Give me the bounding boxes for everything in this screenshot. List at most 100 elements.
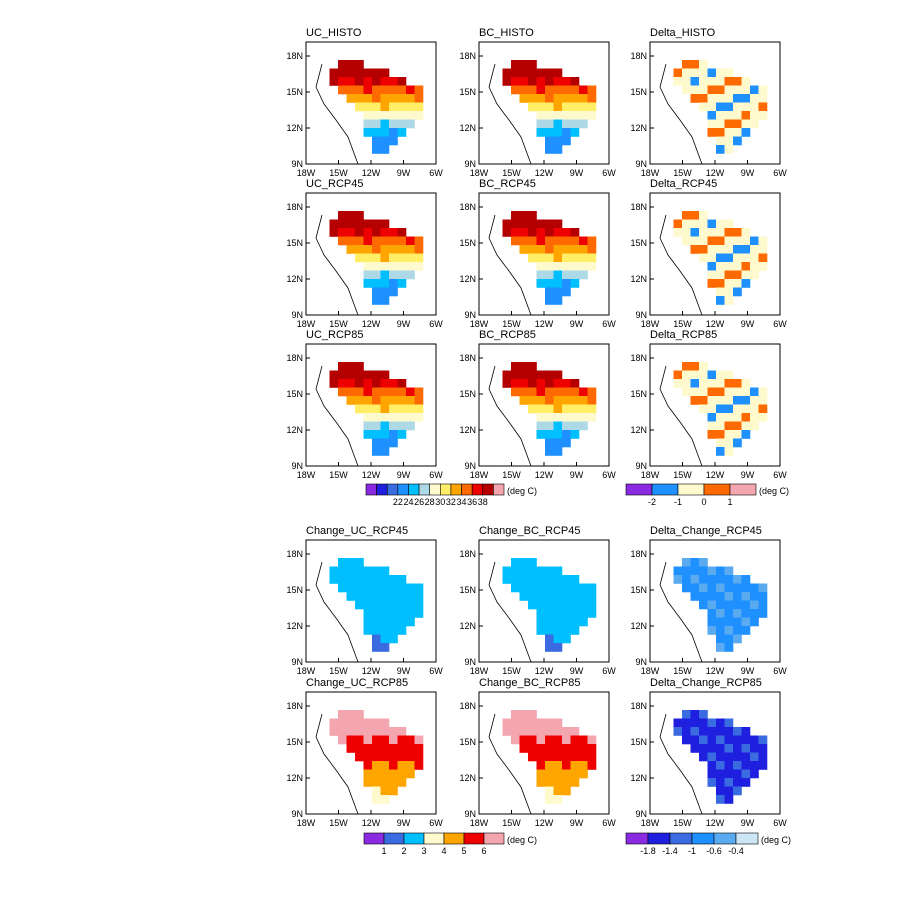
heatmap-cell [372, 421, 381, 431]
heatmap-cell [536, 752, 546, 762]
y-tick-label: 12N [459, 621, 476, 631]
heatmap-cell [724, 744, 734, 753]
heatmap-cell [545, 287, 554, 297]
heatmap-cell [363, 761, 373, 770]
heatmap-cell [716, 370, 725, 380]
heatmap-cell [758, 735, 768, 745]
heatmap-cell [389, 236, 398, 246]
heatmap-cell [389, 600, 398, 610]
heatmap-cell [724, 145, 734, 154]
heatmap-cell [519, 362, 529, 371]
heatmap-cell [406, 245, 415, 254]
colorbar-units: (deg C) [507, 486, 537, 496]
heatmap-cell [699, 379, 708, 388]
y-tick-label: 12N [630, 274, 647, 284]
heatmap-cell [372, 795, 381, 804]
heatmap-cell [338, 362, 347, 371]
x-tick-label: 9W [570, 818, 584, 828]
heatmap-cell [346, 68, 356, 78]
heatmap-cell [372, 145, 381, 154]
heatmap-cell [733, 735, 742, 745]
heatmap-cell [528, 710, 537, 719]
heatmap-cell [690, 236, 700, 246]
heatmap-cell [707, 68, 717, 78]
heatmap-cell [570, 396, 580, 405]
heatmap-cell [380, 634, 390, 644]
heatmap-cell [380, 245, 390, 254]
heatmap-cell [511, 60, 520, 69]
heatmap-cell [511, 68, 520, 78]
heatmap-cell [545, 370, 554, 380]
heatmap-cell [707, 778, 717, 787]
heatmap-cell [553, 102, 563, 112]
x-tick-label: 15W [329, 818, 348, 828]
x-tick-label: 9W [570, 168, 584, 178]
heatmap-cell [562, 752, 571, 762]
heatmap-cell [372, 609, 381, 618]
heatmap-cell [733, 634, 742, 644]
coastline [488, 561, 532, 663]
heatmap-cell [406, 735, 415, 745]
heatmap-cell [397, 228, 407, 237]
x-tick-label: 15W [673, 168, 692, 178]
heatmap-cell [545, 396, 554, 405]
heatmap-cell [372, 778, 381, 787]
colorbar-swatch [429, 483, 441, 496]
heatmap-cell [716, 145, 725, 154]
heatmap-cell [372, 379, 381, 388]
heatmap-cell [502, 727, 512, 736]
heatmap-cell [545, 111, 554, 120]
heatmap-cell [372, 396, 381, 405]
x-tick-label: 15W [502, 818, 521, 828]
heatmap-cell [579, 253, 588, 263]
heatmap-cell [707, 236, 717, 246]
heatmap-cell [724, 727, 734, 736]
heatmap-cell [553, 795, 563, 804]
heatmap-cell [553, 270, 563, 280]
coastline [659, 63, 703, 165]
heatmap-cell [750, 413, 759, 422]
heatmap-cell [716, 447, 725, 456]
heatmap-cell [545, 769, 554, 779]
colorbar-swatch [418, 483, 430, 496]
y-tick-label: 12N [459, 123, 476, 133]
heatmap-cell [329, 718, 339, 728]
heatmap-cell [329, 219, 339, 229]
heatmap-cell [519, 583, 529, 593]
colorbar-swatch [376, 483, 388, 496]
x-tick-label: 15W [502, 666, 521, 676]
heatmap-cell [716, 735, 725, 745]
heatmap-cell [724, 262, 734, 271]
heatmap-cell [570, 111, 580, 120]
x-tick-label: 9W [397, 168, 411, 178]
heatmap-cell [536, 270, 546, 280]
heatmap-cell [553, 566, 563, 576]
x-tick-label: 9W [741, 319, 755, 329]
heatmap-cell [724, 718, 734, 728]
x-tick-label: 18W [297, 666, 316, 676]
heatmap-cell [502, 575, 512, 584]
heatmap-cell [758, 396, 768, 405]
heatmap-cell [724, 379, 734, 388]
heatmap-cell [406, 396, 415, 405]
heatmap-cell [397, 119, 407, 129]
heatmap-cell [380, 583, 390, 593]
heatmap-cell [716, 387, 725, 397]
heatmap-cell [406, 592, 415, 601]
panel-title: BC_RCP85 [479, 329, 536, 341]
heatmap-cell [758, 262, 768, 271]
heatmap-cell [346, 60, 356, 69]
heatmap-cell [355, 245, 364, 254]
heatmap-cell [389, 94, 398, 103]
heatmap-cell [519, 94, 529, 103]
heatmap-cell [363, 128, 373, 137]
heatmap-cell [553, 447, 563, 456]
heatmap-cell [682, 566, 691, 576]
heatmap-cell [536, 102, 546, 112]
heatmap-cell [528, 245, 537, 254]
heatmap-cell [372, 270, 381, 280]
heatmap-cell [587, 735, 597, 745]
heatmap-cell [389, 253, 398, 263]
heatmap-cell [699, 245, 708, 254]
heatmap-cell [750, 600, 759, 610]
